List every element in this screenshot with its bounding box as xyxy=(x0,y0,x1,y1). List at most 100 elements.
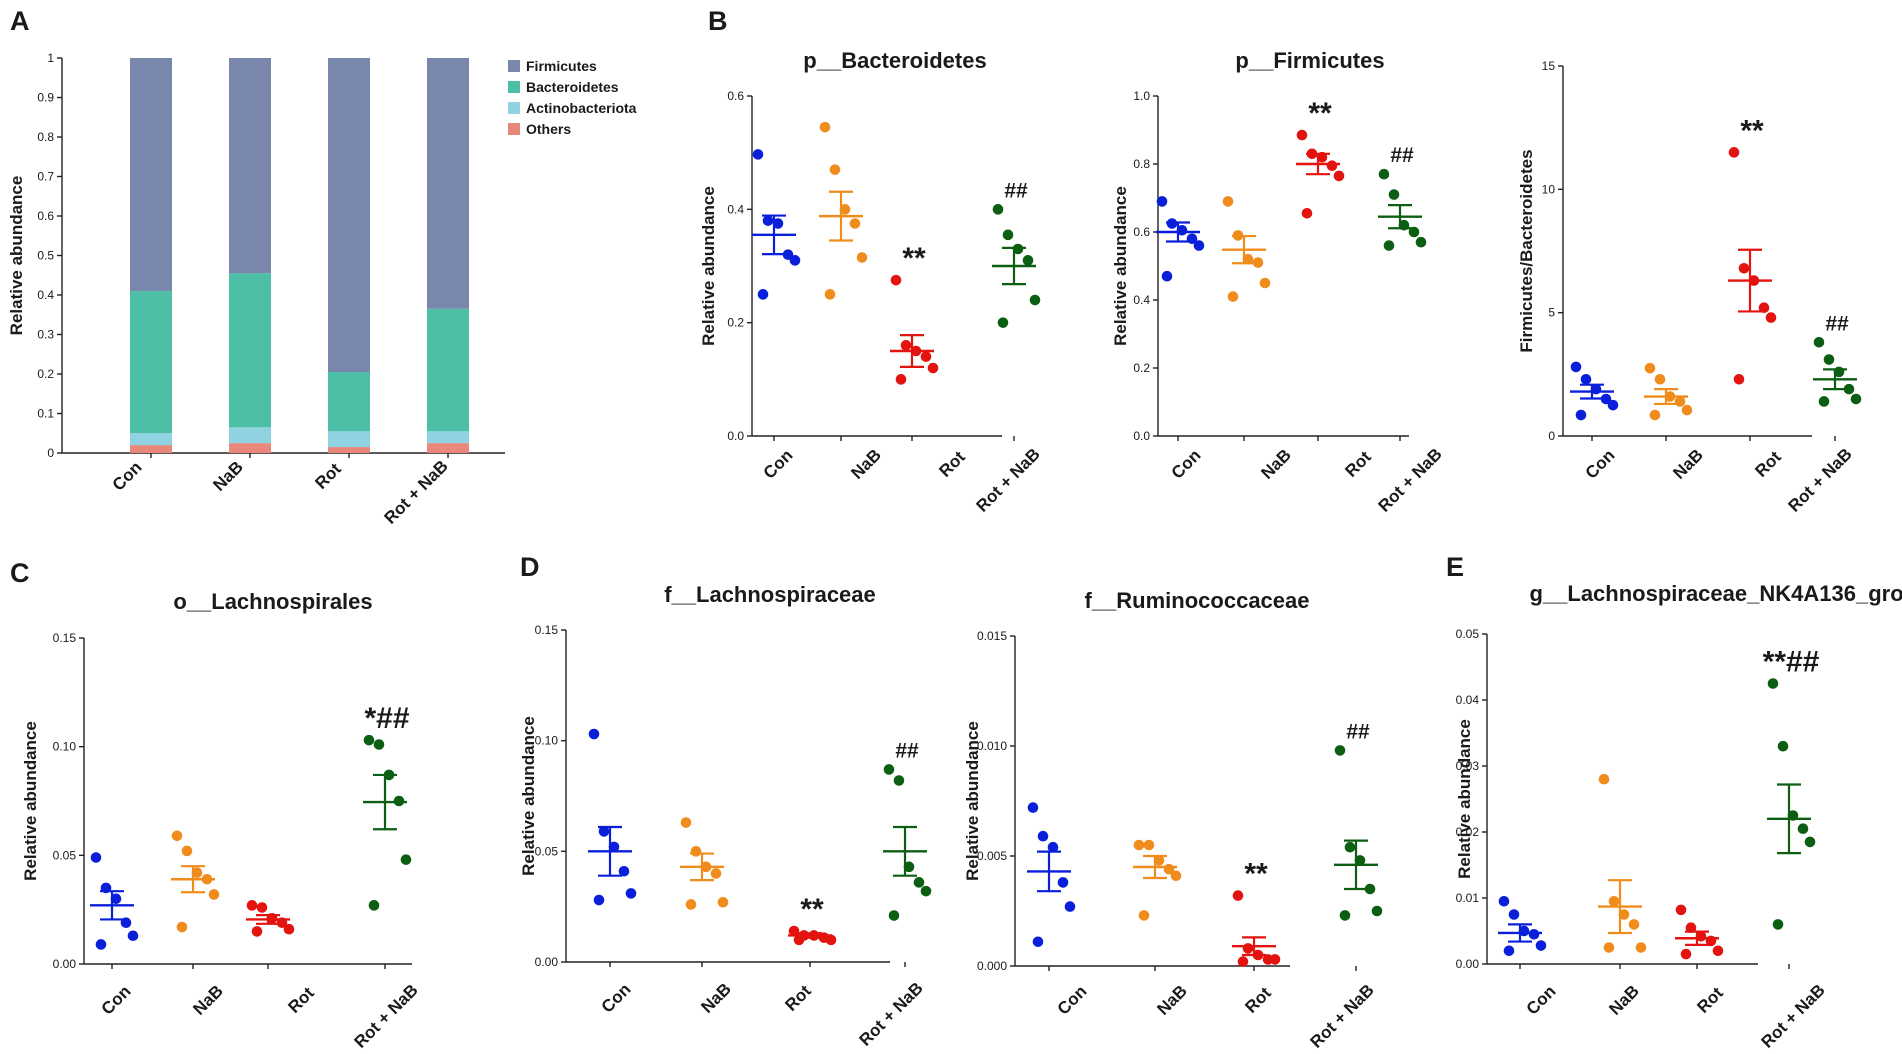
data-point xyxy=(888,910,900,921)
data-point xyxy=(1415,236,1427,248)
group-0 xyxy=(1570,361,1619,421)
data-point xyxy=(1575,409,1587,421)
data-point xyxy=(1600,393,1612,405)
data-point xyxy=(246,900,258,911)
group-2: ** xyxy=(1232,858,1281,967)
data-point xyxy=(1767,678,1779,689)
data-point xyxy=(1064,901,1076,912)
x-category-label: Con xyxy=(1523,982,1560,1019)
group-2 xyxy=(1675,904,1724,960)
group-0 xyxy=(90,852,139,950)
x-category-label: Rot + NaB xyxy=(973,445,1044,516)
y-tick-label: 0.000 xyxy=(977,959,1007,973)
data-point xyxy=(1772,919,1784,930)
panel-title: f__Lachnospiraceae xyxy=(664,582,876,607)
data-point xyxy=(1843,383,1855,395)
x-category-label: NaB xyxy=(697,979,734,1016)
data-point xyxy=(1850,393,1862,405)
data-point xyxy=(176,921,188,933)
data-point xyxy=(1138,910,1150,921)
data-point xyxy=(1032,936,1044,948)
data-point xyxy=(256,902,268,913)
bar-segment-firmicutes xyxy=(130,58,172,292)
data-point xyxy=(1635,942,1647,953)
data-point xyxy=(1628,919,1640,930)
y-tick-label: 0 xyxy=(1548,429,1555,443)
group-0 xyxy=(588,728,637,906)
legend-label: Others xyxy=(526,121,571,137)
data-point xyxy=(127,930,139,942)
group-1 xyxy=(1133,839,1182,921)
data-point xyxy=(1777,740,1789,752)
y-axis-label: Relative abundance xyxy=(7,176,26,336)
data-point xyxy=(1712,945,1724,957)
data-point xyxy=(1354,855,1366,866)
data-point xyxy=(1012,243,1024,255)
data-point xyxy=(1508,909,1520,920)
significance-label: ## xyxy=(895,739,919,762)
group-0 xyxy=(1027,802,1076,948)
y-tick-label: 0.00 xyxy=(53,957,77,971)
data-point xyxy=(598,826,610,837)
data-point xyxy=(1804,836,1816,848)
panel-c: Co__Lachnospirales Relative abundance 0.00… xyxy=(10,558,422,1052)
y-axis-label: Relative abundance xyxy=(21,721,40,881)
panel-b3: Firmicutes/Bacteroidetes 0 5 10 15 Con NaB Rot R… xyxy=(1517,59,1862,516)
bar-segment-others xyxy=(229,443,271,453)
data-point xyxy=(757,289,769,300)
significance-label: ** xyxy=(902,242,926,275)
significance-label: ** xyxy=(1244,858,1268,891)
panel-title: p__Bacteroidetes xyxy=(803,48,986,73)
data-point xyxy=(1334,745,1346,756)
significance-label: ## xyxy=(1825,312,1849,335)
y-tick-label: 0.2 xyxy=(1133,361,1150,375)
data-point xyxy=(1675,904,1687,916)
data-point xyxy=(1269,954,1281,965)
group-0 xyxy=(1156,196,1205,282)
y-tick-label: 0.05 xyxy=(1456,627,1480,641)
data-point xyxy=(685,899,697,910)
data-point xyxy=(1333,170,1345,182)
y-tick-label: 0.010 xyxy=(977,739,1007,753)
bar-segment-actinobacteriota xyxy=(427,431,469,444)
data-point xyxy=(588,728,600,740)
data-point xyxy=(608,841,620,853)
data-point xyxy=(593,894,605,906)
x-category-label: NaB xyxy=(1153,981,1190,1018)
x-category-label: Rot xyxy=(311,459,345,493)
legend-swatch xyxy=(508,102,520,114)
panel-title: g__Lachnospiraceae_NK4A136_group xyxy=(1529,581,1902,606)
bar-segment-actinobacteriota xyxy=(328,431,370,448)
bar-segment-bacteroidetes xyxy=(328,372,370,432)
y-tick-label: 0.3 xyxy=(37,328,54,342)
y-tick-label: 0.9 xyxy=(37,91,54,105)
y-tick-label: 0.0 xyxy=(727,429,744,443)
x-category-label: Con xyxy=(98,982,135,1019)
x-category-label: Rot xyxy=(1751,447,1785,481)
data-point xyxy=(1153,855,1165,866)
data-point xyxy=(1681,404,1693,416)
data-point xyxy=(1535,940,1547,951)
panel-letter: D xyxy=(520,552,540,582)
data-point xyxy=(251,926,263,937)
x-category-label: NaB xyxy=(1605,981,1642,1018)
y-axis-label: Firmicutes/Bacteroidetes xyxy=(1517,149,1536,352)
data-point xyxy=(883,764,895,775)
data-point xyxy=(1618,909,1630,920)
bar-segment-actinobacteriota xyxy=(229,427,271,444)
data-point xyxy=(1037,830,1049,842)
data-point xyxy=(1607,399,1619,411)
data-point xyxy=(1680,948,1692,960)
group-1 xyxy=(819,121,868,300)
data-point xyxy=(1242,253,1254,265)
data-point xyxy=(1654,373,1666,385)
x-category-label: Con xyxy=(109,458,146,495)
data-point xyxy=(1383,240,1395,251)
data-point xyxy=(1161,270,1173,282)
data-point xyxy=(752,149,764,160)
data-point xyxy=(1027,802,1039,813)
data-point xyxy=(1797,823,1809,834)
x-category-label: NaB xyxy=(1257,445,1294,482)
